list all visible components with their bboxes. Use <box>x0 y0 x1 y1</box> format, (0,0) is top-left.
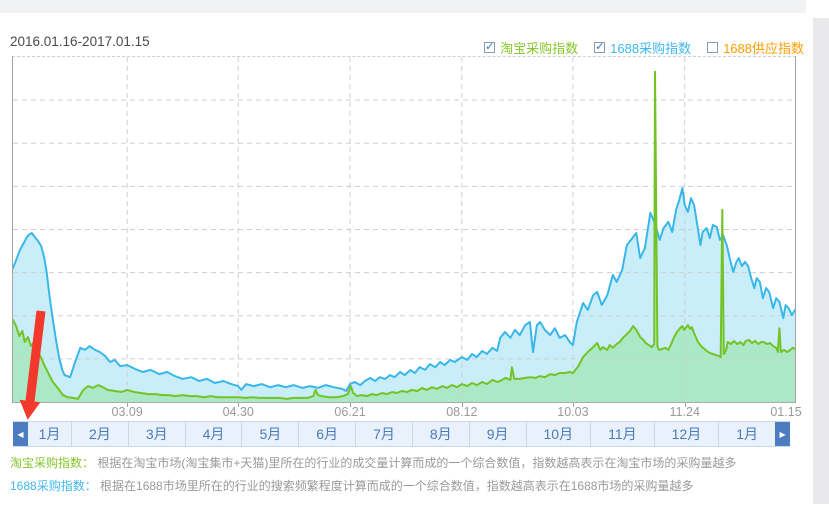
legend-label: 淘宝采购指数 <box>500 41 579 56</box>
month-cell-9[interactable]: 9月 <box>468 422 526 446</box>
x-axis-tick <box>572 403 574 407</box>
checkbox-checked-icon[interactable]: ✓ <box>594 41 606 53</box>
x-axis-label: 06.21 <box>334 405 366 419</box>
top-bar <box>0 0 806 13</box>
x-axis-label: 11.24 <box>669 405 700 419</box>
x-axis-tick <box>684 403 686 407</box>
month-cell-8[interactable]: 8月 <box>411 422 469 446</box>
date-range-label: 2016.01.16-2017.01.15 <box>10 34 150 49</box>
index-description-text: 根据在淘宝市场(淘宝集市+天猫)里所在的行业的成交量计算而成的一个综合数值，指数… <box>97 456 737 470</box>
month-nav-prev-button[interactable]: ◀ <box>13 422 28 446</box>
chart-legend: ✓ 淘宝采购指数 ✓ 1688采购指数 1688供应指数 <box>484 38 804 57</box>
legend-item-3[interactable]: 1688供应指数 <box>707 38 804 57</box>
month-cell-1[interactable]: 1月 <box>28 422 71 446</box>
chart-canvas <box>13 57 795 402</box>
month-cell-10[interactable]: 10月 <box>525 422 591 446</box>
x-axis-tick <box>127 403 129 407</box>
x-axis-label: 08.12 <box>446 405 478 419</box>
index-description-text: 根据在1688市场里所在的行业的搜索频繁程度计算而成的一个综合数值，指数越高表示… <box>100 479 694 493</box>
legend-label: 1688采购指数 <box>610 41 692 56</box>
index-description-1: 淘宝采购指数： 根据在淘宝市场(淘宝集市+天猫)里所在的行业的成交量计算而成的一… <box>10 457 736 470</box>
legend-label: 1688供应指数 <box>723 41 804 56</box>
month-cell-6[interactable]: 6月 <box>298 422 356 446</box>
x-axis-label: 03.09 <box>111 405 143 419</box>
legend-item-2[interactable]: ✓ 1688采购指数 <box>594 38 691 57</box>
month-cell-3[interactable]: 3月 <box>127 422 185 446</box>
gridlines <box>13 57 795 402</box>
month-nav-next-button[interactable]: ▶ <box>775 422 791 446</box>
series-line-1 <box>13 187 795 392</box>
x-axis-label: 01.15 <box>770 405 802 419</box>
index-descriptions: 淘宝采购指数： 根据在淘宝市场(淘宝集市+天猫)里所在的行业的成交量计算而成的一… <box>10 457 736 503</box>
month-cell-13[interactable]: 1月 <box>718 422 776 446</box>
month-nav-bar: ◀ 1月 2月 3月 4月 5月 6月 7月 8月 9月 10月 11月 12月 1月 ▶ <box>13 421 791 447</box>
x-axis-label: 04.30 <box>222 405 254 419</box>
series-area-2 <box>13 71 795 402</box>
series-line-2 <box>13 70 795 400</box>
chart-plot-area <box>12 56 796 403</box>
month-cell-7[interactable]: 7月 <box>355 422 412 446</box>
checkbox-unchecked-icon[interactable] <box>707 42 719 53</box>
index-description-2: 1688采购指数： 根据在1688市场里所在的行业的搜索频繁程度计算而成的一个综… <box>10 480 736 493</box>
month-cell-12[interactable]: 12月 <box>653 422 719 446</box>
x-axis-label: 10.03 <box>557 405 589 419</box>
x-axis-tick <box>461 403 463 407</box>
month-cell-2[interactable]: 2月 <box>71 422 128 446</box>
month-cell-5[interactable]: 5月 <box>241 422 299 446</box>
index-description-label: 淘宝采购指数： <box>10 456 98 470</box>
legend-item-1[interactable]: ✓ 淘宝采购指数 <box>484 38 578 57</box>
index-description-label: 1688采购指数： <box>10 479 101 493</box>
right-page-margin <box>813 18 829 504</box>
x-axis-tick <box>350 403 352 407</box>
month-cell-4[interactable]: 4月 <box>184 422 242 446</box>
x-axis-tick <box>238 403 240 407</box>
month-cell-11[interactable]: 11月 <box>590 422 654 446</box>
checkbox-checked-icon[interactable]: ✓ <box>484 41 496 53</box>
